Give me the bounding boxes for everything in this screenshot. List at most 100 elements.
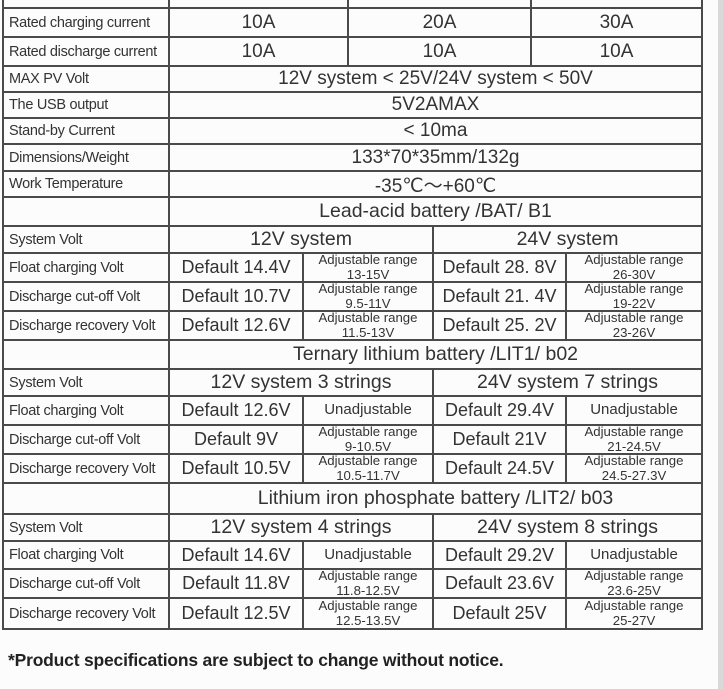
adjustable-range-line1: Unadjustable [324, 545, 412, 563]
default-value: Default 10.5V [170, 455, 304, 482]
row-label: Float charging Volt [4, 542, 170, 568]
default-value: Default 21V [434, 426, 567, 453]
system-volt-24: 24V system 7 strings [477, 371, 658, 393]
unadjustable-note: Unadjustable [567, 397, 701, 424]
adjustable-range-line2: 26-30V [612, 266, 656, 281]
row-label: System Volt [4, 227, 170, 252]
system-volt-row: System Volt 12V system 24V system [4, 227, 701, 254]
table-row: Work Temperature -35℃～+60℃ [4, 172, 701, 198]
adjustable-range: Adjustable range 9-10.5V [304, 426, 434, 453]
row-label: Rated discharge current [4, 38, 170, 65]
row-label: Float charging Volt [4, 254, 170, 281]
adjustable-range: Adjustable range 13-15V [304, 254, 434, 281]
unadjustable-note: Unadjustable [567, 542, 701, 568]
adjustable-range: Adjustable range 23-26V [567, 312, 701, 339]
system-volt-row: System Volt 12V system 3 strings 24V sys… [4, 370, 701, 397]
table-row: Discharge cut-off Volt Default 11.8V Adj… [4, 570, 701, 599]
table-body: Rated charging current 10A 20A 30A Rated… [2, 7, 703, 630]
adjustable-range-line1: Adjustable range [584, 570, 684, 583]
row-label: The USB output [4, 93, 170, 117]
row-label: System Volt [4, 370, 170, 395]
table-row: Discharge recovery Volt Default 10.5V Ad… [4, 455, 701, 484]
table-row: The USB output 5V2AMAX [4, 93, 701, 119]
current-value: 10A [170, 38, 349, 65]
row-label: MAX PV Volt [4, 67, 170, 91]
adjustable-range-line1: Adjustable range [584, 283, 684, 296]
default-value: Default 29.4V [434, 397, 567, 424]
unadjustable-note: Unadjustable [304, 397, 434, 424]
row-label: Work Temperature [4, 172, 170, 196]
adjustable-range-line1: Adjustable range [318, 599, 418, 613]
default-value: Default 9V [170, 426, 304, 453]
default-value: Default 12.5V [170, 599, 304, 628]
default-value: Default 25. 2V [434, 312, 567, 339]
table-row: Discharge cut-off Volt Default 9V Adjust… [4, 426, 701, 455]
default-value: Default 24.5V [434, 455, 567, 482]
system-volt-row: System Volt 12V system 4 strings 24V sys… [4, 515, 701, 542]
adjustable-range-line2: 21-24.5V [607, 438, 661, 453]
adjustable-range-line1: Adjustable range [318, 283, 418, 296]
spec-value: 12V system < 25V/24V system < 50V [278, 68, 593, 89]
current-value: 20A [349, 9, 532, 36]
table-row: Rated charging current 10A 20A 30A [4, 9, 701, 38]
spec-value: 5V2AMAX [391, 94, 480, 115]
adjustable-range-line2: 23-26V [612, 324, 656, 339]
system-volt-12: 12V system [170, 227, 434, 252]
adjustable-range-line2: 11.8-12.5V [336, 582, 400, 597]
system-volt-12: 12V system 3 strings [170, 370, 434, 395]
default-value: Default 23.6V [434, 570, 567, 597]
table-row: Dimensions/Weight 133*70*35mm/132g [4, 145, 701, 172]
adjustable-range: Adjustable range 24.5-27.3V [567, 455, 701, 482]
table-row: MAX PV Volt 12V system < 25V/24V system … [4, 67, 701, 93]
cropped-cell [349, 0, 532, 7]
adjustable-range-line2: 25-27V [612, 612, 656, 628]
default-value: Default 25V [434, 599, 567, 628]
adjustable-range-line2: 19-22V [612, 295, 656, 310]
default-value: Default 14.4V [170, 254, 304, 281]
empty-cell [4, 198, 170, 225]
cropped-cell [532, 0, 701, 7]
adjustable-range-line1: Adjustable range [584, 455, 684, 468]
adjustable-range: Adjustable range 11.8-12.5V [304, 570, 434, 597]
cropped-row-stub [2, 0, 703, 7]
default-value: Default 11.8V [170, 570, 304, 597]
row-label: Discharge cut-off Volt [4, 426, 170, 453]
table-row: Stand-by Current < 10ma [4, 119, 701, 145]
row-label: Stand-by Current [4, 119, 170, 143]
adjustable-range-line2: 23.6-25V [607, 582, 661, 597]
current-value: 10A [599, 40, 634, 62]
spec-table: Rated charging current 10A 20A 30A Rated… [2, 0, 703, 630]
adjustable-range-line1: Adjustable range [318, 312, 418, 325]
adjustable-range: Adjustable range 9.5-11V [304, 283, 434, 310]
section-header-row: Lithium iron phosphate battery /LIT2/ b0… [4, 484, 701, 515]
adjustable-range: Adjustable range 10.5-11.7V [304, 455, 434, 482]
adjustable-range-line2: 11.5-13V [341, 324, 395, 339]
adjustable-range-line1: Adjustable range [318, 455, 418, 468]
adjustable-range-line1: Adjustable range [318, 570, 418, 583]
section-title: Ternary lithium battery /LIT1/ b02 [292, 343, 579, 365]
adjustable-range-line2: 24.5-27.3V [601, 467, 667, 482]
table-row: Rated discharge current 10A 10A 10A [4, 38, 701, 67]
cropped-cell [170, 0, 349, 7]
unadjustable-note: Unadjustable [304, 542, 434, 568]
system-volt-12: 12V system 4 strings [170, 515, 434, 540]
default-value: Default 28. 8V [434, 254, 567, 281]
adjustable-range: Adjustable range 25-27V [567, 599, 701, 628]
adjustable-range-line1: Adjustable range [584, 254, 684, 267]
adjustable-range: Adjustable range 21-24.5V [567, 426, 701, 453]
adjustable-range: Adjustable range 12.5-13.5V [304, 599, 434, 628]
adjustable-range: Adjustable range 23.6-25V [567, 570, 701, 597]
default-value: Default 29.2V [434, 542, 567, 568]
section-title: Lithium iron phosphate battery /LIT2/ b0… [257, 487, 614, 509]
row-label: Rated charging current [4, 9, 170, 36]
row-label: Discharge recovery Volt [4, 312, 170, 339]
adjustable-range-line2: 12.5-13.5V [335, 612, 401, 628]
adjustable-range-line1: Adjustable range [318, 254, 418, 267]
adjustable-range-line1: Adjustable range [584, 312, 684, 325]
row-label: Discharge recovery Volt [4, 455, 170, 482]
adjustable-range-line1: Adjustable range [584, 599, 684, 613]
spec-value: -35℃～+60℃ [374, 175, 497, 197]
system-volt-24: 24V system [516, 228, 619, 250]
row-label: System Volt [4, 515, 170, 540]
